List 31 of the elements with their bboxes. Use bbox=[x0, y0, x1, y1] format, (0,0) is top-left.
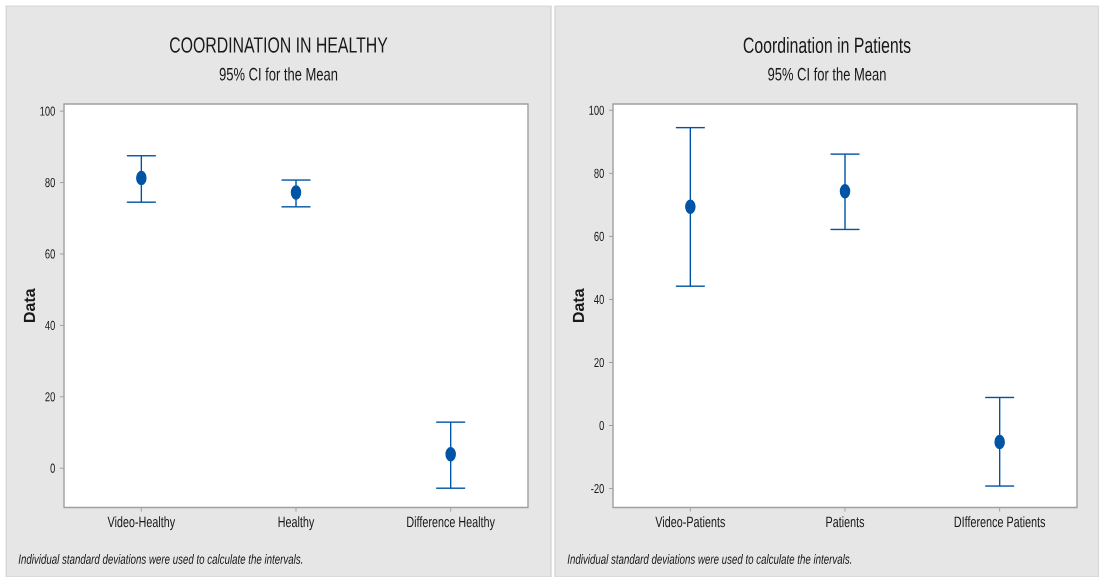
y-tick-label: 60 bbox=[45, 249, 55, 259]
point bbox=[290, 185, 302, 200]
chart-subtitle: 95% CI for the Mean bbox=[768, 67, 886, 81]
y-tick-label: 60 bbox=[594, 231, 604, 241]
y-axis-title: Data bbox=[572, 288, 585, 323]
point bbox=[685, 199, 696, 214]
x-tick-label: DIfference Patients bbox=[954, 516, 1046, 528]
x-tick-label: Difference Healthy bbox=[407, 516, 495, 531]
chart-subtitle: 95% CI for the Mean bbox=[219, 67, 338, 81]
chart-title: COORDINATION IN HEALTHY bbox=[170, 37, 388, 53]
y-tick-label: 20 bbox=[45, 392, 55, 402]
y-tick-label: 100 bbox=[40, 106, 55, 116]
chart-title: Coordination in Patients bbox=[743, 36, 911, 54]
y-axis-title: Data bbox=[23, 288, 36, 323]
point bbox=[445, 447, 456, 462]
y-tick-label: 0 bbox=[599, 420, 604, 431]
point bbox=[839, 184, 851, 199]
text: Individual standard deviations were used to calculate the intervals. bbox=[18, 554, 303, 564]
y-tick-label: 0 bbox=[50, 463, 55, 473]
y-tick-label: 100 bbox=[589, 105, 604, 115]
y-tick-label: 80 bbox=[45, 177, 55, 188]
x-tick-label: Patients bbox=[826, 516, 865, 528]
y-tick-label: 20 bbox=[594, 357, 604, 368]
y-tick-label: 80 bbox=[594, 168, 604, 178]
y-tick-label: 40 bbox=[45, 320, 55, 330]
x-tick-label: Healthy bbox=[278, 516, 315, 531]
y-tick-label: 40 bbox=[594, 294, 604, 305]
y-tick-label: -20 bbox=[591, 483, 604, 494]
x-tick-label: Video-Healthy bbox=[107, 516, 176, 531]
x-tick-label: Video-Patients bbox=[655, 516, 725, 528]
text: Individual standard deviations were used to calculate the intervals. bbox=[567, 554, 852, 564]
